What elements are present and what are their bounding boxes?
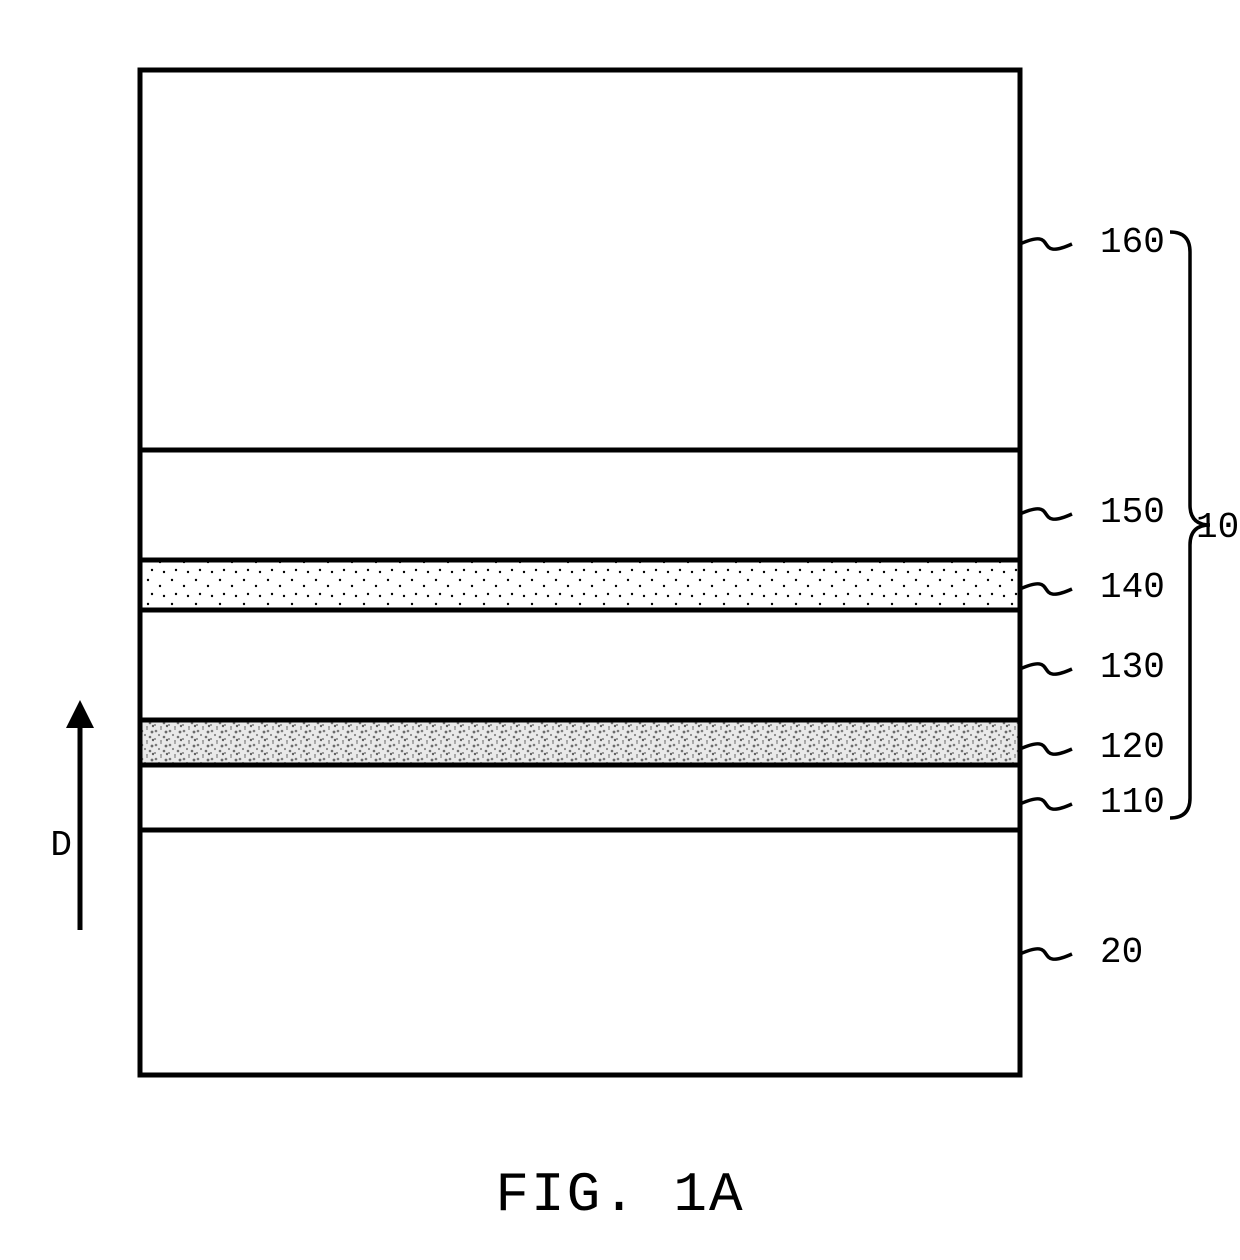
layer-120	[140, 720, 1020, 765]
leader-120	[1020, 744, 1072, 754]
figure-caption: FIG. 1A	[495, 1163, 744, 1227]
leader-140	[1020, 584, 1072, 594]
leader-150	[1020, 509, 1072, 519]
label-130: 130	[1100, 647, 1165, 688]
label-150: 150	[1100, 492, 1165, 533]
leader-130	[1020, 664, 1072, 674]
figure-svg: 160 150 140 130 120 110 20 100 D FIG. 1A	[0, 0, 1240, 1260]
label-140: 140	[1100, 567, 1165, 608]
group-label: 100	[1196, 507, 1240, 548]
layer-140	[140, 560, 1020, 610]
arrow-head	[66, 700, 94, 728]
leader-110	[1020, 799, 1072, 809]
label-20: 20	[1100, 932, 1143, 973]
label-120: 120	[1100, 727, 1165, 768]
arrow-label: D	[50, 825, 72, 866]
label-160: 160	[1100, 222, 1165, 263]
label-110: 110	[1100, 782, 1165, 823]
leader-20	[1020, 949, 1072, 959]
leader-160	[1020, 239, 1072, 249]
